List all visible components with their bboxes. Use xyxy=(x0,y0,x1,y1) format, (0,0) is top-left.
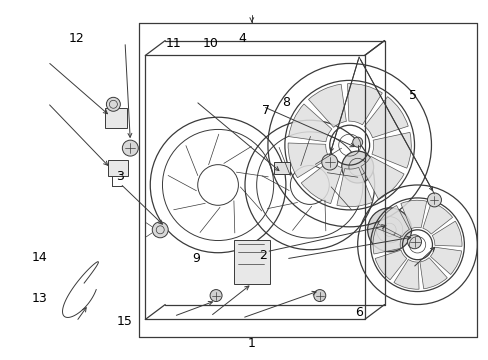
Circle shape xyxy=(352,137,362,147)
Wedge shape xyxy=(393,260,418,289)
Circle shape xyxy=(427,193,441,207)
Wedge shape xyxy=(372,228,401,254)
Text: 11: 11 xyxy=(165,37,182,50)
Wedge shape xyxy=(364,97,407,138)
Circle shape xyxy=(341,151,373,183)
Text: 1: 1 xyxy=(247,337,255,350)
Text: 8: 8 xyxy=(282,96,289,109)
Text: 14: 14 xyxy=(32,251,47,264)
Text: 7: 7 xyxy=(262,104,270,117)
Text: 4: 4 xyxy=(238,32,245,45)
Wedge shape xyxy=(422,202,452,234)
Wedge shape xyxy=(287,143,329,178)
Text: 10: 10 xyxy=(202,37,218,50)
Bar xyxy=(105,108,127,128)
Text: 5: 5 xyxy=(408,89,416,102)
Wedge shape xyxy=(377,206,408,237)
Text: 12: 12 xyxy=(68,32,84,45)
Wedge shape xyxy=(347,84,382,125)
Wedge shape xyxy=(360,156,403,199)
Wedge shape xyxy=(419,258,447,289)
Bar xyxy=(234,240,269,284)
Bar xyxy=(273,162,289,174)
Circle shape xyxy=(152,222,168,238)
Text: 2: 2 xyxy=(259,249,266,262)
Text: 6: 6 xyxy=(354,306,362,319)
Text: 15: 15 xyxy=(117,315,133,328)
Circle shape xyxy=(321,154,337,170)
Circle shape xyxy=(313,289,325,302)
Wedge shape xyxy=(400,200,426,229)
Circle shape xyxy=(210,289,222,302)
Wedge shape xyxy=(336,167,372,207)
Wedge shape xyxy=(374,250,406,280)
Wedge shape xyxy=(429,247,461,275)
Wedge shape xyxy=(431,221,461,246)
Circle shape xyxy=(122,140,138,156)
Circle shape xyxy=(367,208,411,252)
Wedge shape xyxy=(301,160,342,204)
Wedge shape xyxy=(288,104,331,142)
Wedge shape xyxy=(308,84,346,127)
Circle shape xyxy=(407,235,421,249)
Text: 13: 13 xyxy=(32,292,47,305)
Text: 9: 9 xyxy=(191,252,199,265)
Circle shape xyxy=(106,97,120,111)
Text: 3: 3 xyxy=(116,170,124,183)
Wedge shape xyxy=(371,132,410,168)
Bar xyxy=(108,160,128,176)
